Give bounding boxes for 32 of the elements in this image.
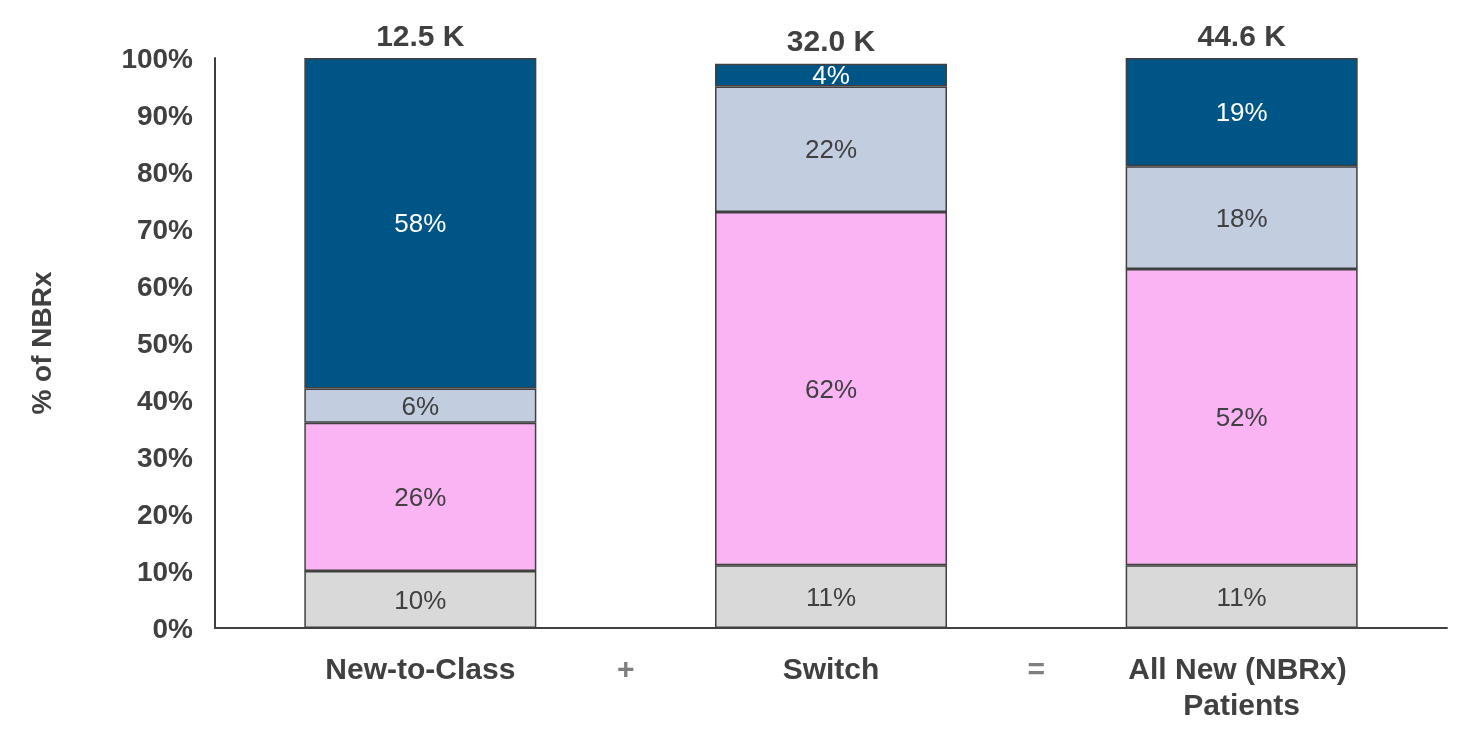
data-label: 52% <box>1215 402 1268 433</box>
data-label: 18% <box>1215 202 1268 233</box>
data-label: 11% <box>805 581 857 612</box>
y-tick-label: 80% <box>136 156 194 188</box>
annotation: 12.5 K <box>376 18 465 52</box>
x-tick-label: New-to-Class <box>325 651 516 685</box>
y-tick-label: 50% <box>136 327 194 359</box>
y-tick-label: 100% <box>121 42 194 74</box>
data-label: 6% <box>401 390 440 421</box>
data-label: 26% <box>394 481 447 512</box>
text: + <box>616 651 635 685</box>
y-tick-label: 30% <box>136 441 194 473</box>
y-tick-label: 70% <box>136 213 194 245</box>
y-tick-label: 60% <box>136 270 194 302</box>
annotation: 32.0 K <box>786 24 876 58</box>
data-label: 4% <box>812 60 850 91</box>
y-tick-label: 40% <box>136 384 194 416</box>
y-tick-label: 90% <box>136 99 194 131</box>
y-tick-label: 20% <box>136 498 194 530</box>
data-label: 22% <box>804 134 858 165</box>
x-tick-label: All New (NBRx) Patients <box>1128 651 1356 721</box>
data-label: 58% <box>394 208 447 239</box>
y-tick-label: 10% <box>136 555 194 587</box>
data-label: 19% <box>1215 97 1268 128</box>
text: = <box>1027 651 1046 685</box>
x-tick-label: Switch <box>782 651 880 685</box>
data-label: 10% <box>394 584 447 615</box>
data-label: 62% <box>804 373 858 404</box>
y-tick-label: 0% <box>152 612 194 644</box>
y-axis-title: % of NBRx <box>25 271 57 415</box>
data-label: 11% <box>1216 581 1267 612</box>
annotation: 44.6 K <box>1197 18 1287 52</box>
